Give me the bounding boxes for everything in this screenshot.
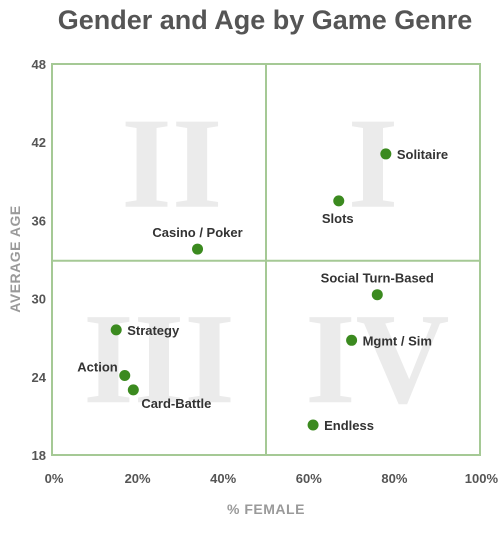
data-point (333, 195, 345, 207)
data-point (307, 419, 319, 431)
y-tick-label: 18 (32, 448, 46, 463)
data-point-label: Strategy (127, 323, 180, 338)
data-points: Solitaire Slots Casino / Poker Social Turn-… (77, 147, 448, 433)
data-point-label: Mgmt / Sim (363, 333, 432, 348)
data-point-label: Action (77, 359, 118, 374)
x-axis-ticks: 0% 20% 40% 60% 80% 100% (45, 471, 499, 486)
data-point-label: Card-Battle (141, 396, 211, 411)
x-tick-label: 40% (210, 471, 236, 486)
data-point (380, 148, 392, 160)
chart-title: Gender and Age by Game Genre (58, 5, 473, 35)
y-tick-label: 42 (32, 135, 46, 150)
y-axis-label: AVERAGE AGE (7, 205, 23, 312)
y-tick-label: 30 (32, 292, 46, 307)
x-tick-label: 0% (45, 471, 64, 486)
x-tick-label: 80% (381, 471, 407, 486)
quadrant-numeral: III (83, 287, 235, 431)
y-tick-label: 24 (32, 370, 47, 385)
data-point-label: Endless (324, 418, 374, 433)
data-point-label: Solitaire (397, 147, 448, 162)
quadrant-numeral: IV (305, 287, 449, 431)
data-point (192, 243, 204, 255)
data-point (346, 334, 358, 346)
data-point-label: Social Turn-Based (321, 271, 434, 286)
x-axis-label: % FEMALE (227, 501, 305, 517)
y-axis-ticks: 18 24 30 36 42 48 (32, 57, 47, 463)
data-point (119, 369, 131, 381)
data-point-label: Slots (322, 211, 354, 226)
quadrant-numeral: I (348, 92, 399, 236)
y-tick-label: 48 (32, 57, 46, 72)
y-tick-label: 36 (32, 213, 46, 228)
data-point (127, 384, 139, 396)
quadrant-numeral: II (121, 92, 222, 236)
x-tick-label: 100% (465, 471, 499, 486)
x-tick-label: 60% (296, 471, 322, 486)
data-point (371, 289, 383, 301)
x-tick-label: 20% (125, 471, 151, 486)
data-point-label: Casino / Poker (152, 225, 242, 240)
data-point (110, 324, 122, 336)
